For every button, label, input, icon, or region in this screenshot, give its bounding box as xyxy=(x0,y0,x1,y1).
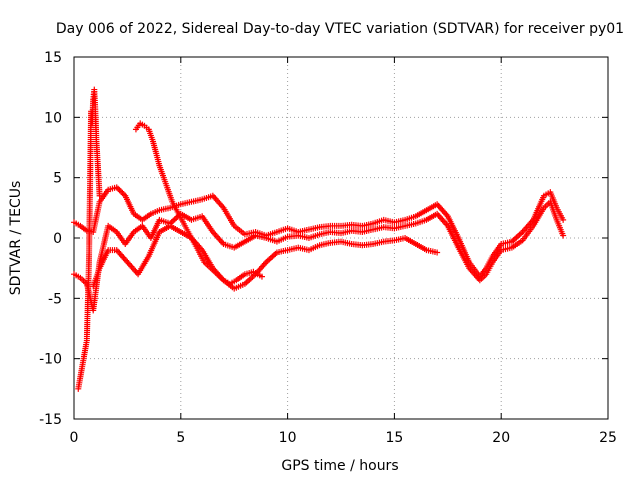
data-point xyxy=(96,192,103,199)
axis-ticks xyxy=(73,56,609,420)
chart-title: Day 006 of 2022, Sidereal Day-to-day VTE… xyxy=(56,21,624,37)
data-point xyxy=(560,216,567,223)
data-point xyxy=(258,273,265,280)
y-axis-label: SDTVAR / TECUs xyxy=(8,181,24,296)
y-tick-label: 15 xyxy=(44,50,62,66)
x-tick-label: 5 xyxy=(176,430,185,446)
series-track-c xyxy=(90,222,441,292)
y-tick-label: 0 xyxy=(53,231,62,247)
data-points xyxy=(71,86,567,392)
data-point-fill xyxy=(119,189,126,196)
x-tick-label: 10 xyxy=(279,430,297,446)
y-tick-label: -5 xyxy=(48,291,62,307)
y-tick-label: -15 xyxy=(39,412,62,428)
series-spike xyxy=(75,86,103,392)
data-point-fill xyxy=(115,185,122,192)
data-point xyxy=(434,249,441,256)
y-tick-labels: -15 -10 -5 0 5 10 15 xyxy=(39,50,62,428)
x-tick-label: 20 xyxy=(492,430,510,446)
y-tick-label: -10 xyxy=(39,352,62,368)
x-axis-label: GPS time / hours xyxy=(281,458,398,474)
y-tick-label: 10 xyxy=(44,110,62,126)
x-tick-label: 0 xyxy=(70,430,79,446)
y-tick-label: 5 xyxy=(53,171,62,187)
x-tick-labels: 0 5 10 15 20 25 xyxy=(70,430,617,446)
data-point-fill xyxy=(117,188,124,195)
x-tick-label: 15 xyxy=(385,430,403,446)
series-track-d xyxy=(132,120,265,287)
series-track-b xyxy=(71,198,567,314)
data-point xyxy=(560,232,567,239)
x-tick-label: 25 xyxy=(599,430,617,446)
